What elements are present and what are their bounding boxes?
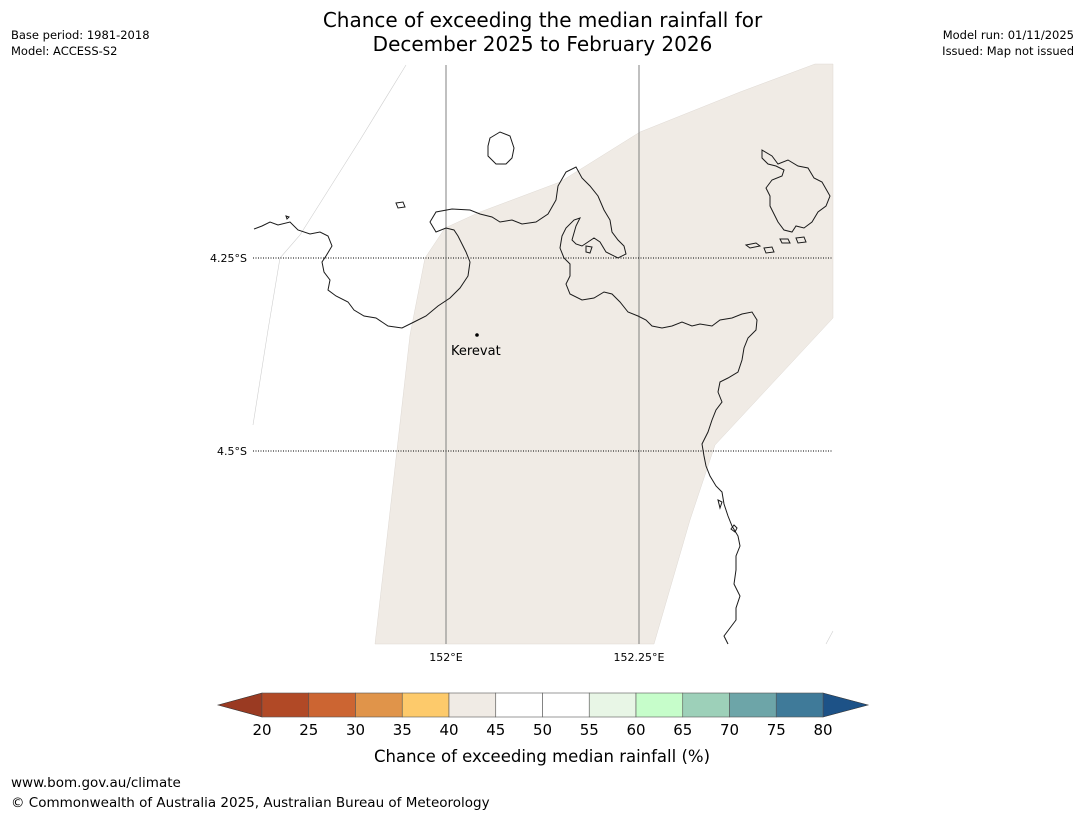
coastline-islet-east-5 bbox=[730, 524, 738, 533]
colorbar-segment-25-30 bbox=[308, 692, 356, 718]
model-text: Model: ACCESS-S2 bbox=[11, 44, 118, 58]
issued-text: Issued: Map not issued bbox=[942, 44, 1074, 58]
colorbar-tick-55: 55 bbox=[580, 721, 599, 739]
colorbar-segment-45-50 bbox=[495, 692, 543, 718]
colorbar-tick-35: 35 bbox=[393, 721, 412, 739]
colorbar-segment-50-55 bbox=[542, 692, 590, 718]
coastline-west-peninsula bbox=[253, 166, 758, 645]
colorbar-tick-30: 30 bbox=[346, 721, 365, 739]
base-period-text: Base period: 1981-2018 bbox=[11, 28, 150, 42]
colorbar-tick-25: 25 bbox=[299, 721, 318, 739]
colorbar-low-extend bbox=[216, 692, 263, 718]
colorbar-segment-65-70 bbox=[682, 692, 730, 718]
colorbar: 20 25 30 35 40 45 50 55 60 65 70 75 80 Chance of exc… bbox=[216, 692, 870, 766]
forecast-region bbox=[374, 63, 834, 645]
coastline-islet-east-2 bbox=[763, 246, 775, 254]
colorbar-segment-35-40 bbox=[401, 692, 450, 718]
colorbar-tick-65: 65 bbox=[673, 721, 692, 739]
colorbar-tick-45: 45 bbox=[486, 721, 505, 739]
coastline-island-north bbox=[487, 131, 515, 165]
colorbar-tick-60: 60 bbox=[626, 721, 645, 739]
colorbar-segment-75-80 bbox=[775, 692, 824, 718]
coastline-islet-east-3 bbox=[779, 238, 791, 244]
header-right: Model run: 01/11/2025 Issued: Map not is… bbox=[942, 27, 1074, 59]
colorbar-segment-70-75 bbox=[729, 692, 777, 718]
colorbar-tick-50: 50 bbox=[533, 721, 552, 739]
colorbar-tick-20: 20 bbox=[252, 721, 271, 739]
colorbar-segment-20-25 bbox=[261, 692, 310, 718]
colorbar-title: Chance of exceeding median rainfall (%) bbox=[374, 747, 710, 766]
map-title: Chance of exceeding the median rainfall … bbox=[0, 8, 1085, 56]
colorbar-tick-75: 75 bbox=[767, 721, 786, 739]
coastline-islands-east bbox=[761, 149, 831, 233]
colorbar-tick-80: 80 bbox=[813, 721, 832, 739]
coastline bbox=[253, 131, 831, 645]
title-line-1: Chance of exceeding the median rainfall … bbox=[322, 8, 763, 32]
colorbar-segment-60-65 bbox=[635, 692, 684, 718]
colorbar-segment-30-35 bbox=[355, 692, 403, 718]
projection-edge-corner bbox=[825, 630, 834, 645]
coastline-islet-3 bbox=[585, 245, 593, 254]
coastline-islet-east-6 bbox=[717, 499, 723, 510]
footer-url[interactable]: www.bom.gov.au/climate bbox=[11, 775, 181, 791]
coastline-islet-1 bbox=[395, 201, 406, 209]
model-run-text: Model run: 01/11/2025 bbox=[942, 28, 1074, 42]
lat-label-4-25: 4.25°S bbox=[210, 252, 247, 265]
header-left: Base period: 1981-2018 Model: ACCESS-S2 bbox=[11, 27, 150, 59]
coastline-islet-east-4 bbox=[795, 236, 807, 244]
colorbar-tick-70: 70 bbox=[720, 721, 739, 739]
title-line-2: December 2025 to February 2026 bbox=[372, 32, 713, 56]
coastline-islet-east-1 bbox=[744, 242, 762, 249]
footer-copyright: © Commonwealth of Australia 2025, Austra… bbox=[11, 795, 490, 811]
lon-label-152: 152°E bbox=[429, 651, 462, 664]
kerevat-marker bbox=[475, 333, 479, 337]
coastline-islet-2 bbox=[285, 215, 290, 220]
colorbar-tick-40: 40 bbox=[439, 721, 458, 739]
projection-edge-left bbox=[252, 64, 407, 426]
colorbar-segment-40-45 bbox=[448, 692, 497, 718]
colorbar-segment-55-60 bbox=[588, 692, 637, 718]
colorbar-high-extend bbox=[822, 692, 870, 718]
kerevat-label: Kerevat bbox=[451, 344, 501, 359]
lat-label-4-5: 4.5°S bbox=[217, 445, 247, 458]
lon-label-152-25: 152.25°E bbox=[614, 651, 665, 664]
